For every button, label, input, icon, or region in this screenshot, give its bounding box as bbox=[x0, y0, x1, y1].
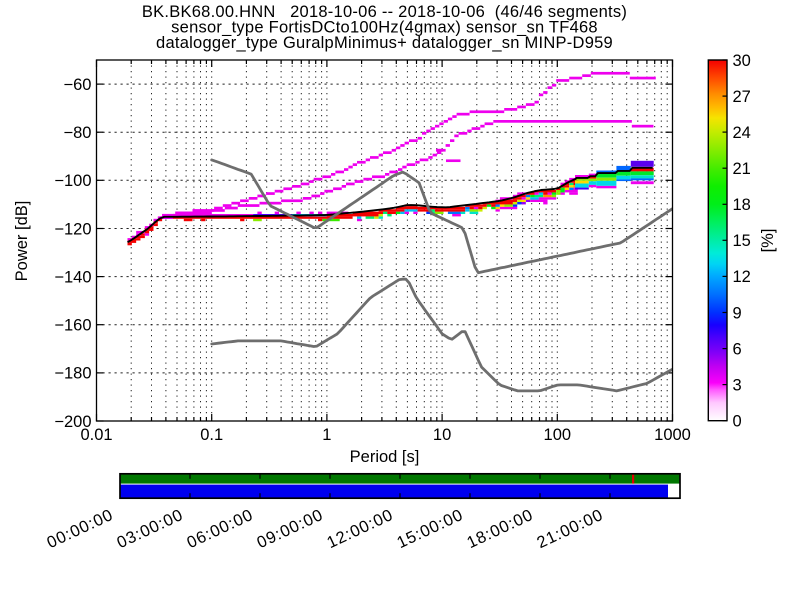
svg-text:[%]: [%] bbox=[759, 229, 777, 253]
svg-text:0: 0 bbox=[733, 413, 742, 431]
svg-text:15: 15 bbox=[733, 232, 751, 250]
svg-text:21: 21 bbox=[733, 160, 751, 178]
svg-text:30: 30 bbox=[733, 52, 751, 70]
svg-text:1: 1 bbox=[322, 426, 331, 444]
svg-text:sensor_type FortisDCto100Hz(4g: sensor_type FortisDCto100Hz(4gmax) senso… bbox=[171, 19, 598, 37]
svg-text:BK.BK68.00.HNN 2018-10-06 --: BK.BK68.00.HNN 2018-10-06 -- 2018-10-06 … bbox=[142, 3, 627, 21]
svg-text:−160: −160 bbox=[54, 317, 91, 335]
svg-text:6: 6 bbox=[733, 340, 742, 358]
svg-text:−200: −200 bbox=[54, 413, 91, 431]
svg-text:0.1: 0.1 bbox=[200, 426, 223, 444]
svg-text:−120: −120 bbox=[54, 220, 91, 238]
svg-text:100: 100 bbox=[544, 426, 572, 444]
svg-text:9: 9 bbox=[733, 304, 742, 322]
svg-text:−60: −60 bbox=[64, 76, 92, 94]
svg-text:−140: −140 bbox=[54, 268, 91, 286]
svg-text:datalogger_type GuralpMinimus+: datalogger_type GuralpMinimus+ datalogge… bbox=[156, 34, 613, 52]
svg-text:12: 12 bbox=[733, 268, 751, 286]
svg-text:Power [dB]: Power [dB] bbox=[13, 201, 31, 282]
svg-text:0.01: 0.01 bbox=[80, 426, 112, 444]
svg-text:24: 24 bbox=[733, 124, 751, 142]
svg-text:10: 10 bbox=[433, 426, 451, 444]
svg-text:Period [s]: Period [s] bbox=[350, 448, 420, 466]
svg-text:1000: 1000 bbox=[654, 426, 691, 444]
svg-text:−100: −100 bbox=[54, 172, 91, 190]
svg-text:−180: −180 bbox=[54, 365, 91, 383]
svg-text:18: 18 bbox=[733, 196, 751, 214]
svg-text:−80: −80 bbox=[64, 124, 92, 142]
svg-text:3: 3 bbox=[733, 376, 742, 394]
svg-text:27: 27 bbox=[733, 88, 751, 106]
